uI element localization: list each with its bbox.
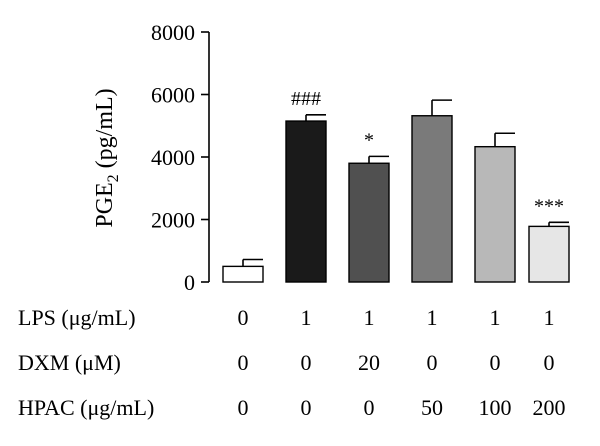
y-tick-label: 4000	[151, 145, 195, 170]
condition-value: 0	[238, 305, 249, 330]
condition-value: 0	[238, 350, 249, 375]
condition-value: 1	[364, 305, 375, 330]
significance-marker: ###	[291, 88, 321, 110]
condition-value: 0	[427, 350, 438, 375]
bar	[348, 162, 390, 283]
y-axis-label: PGE2 (pg/mL)	[92, 88, 122, 227]
condition-value: 1	[490, 305, 501, 330]
y-tick-label: 2000	[151, 208, 195, 233]
condition-value: 200	[533, 395, 566, 420]
bar	[528, 225, 570, 283]
bar	[411, 115, 453, 283]
condition-value: 20	[358, 350, 380, 375]
condition-value: 0	[364, 395, 375, 420]
condition-row-label: DXM (μM)	[18, 350, 121, 375]
condition-value: 0	[238, 395, 249, 420]
bar	[222, 265, 264, 283]
condition-value: 50	[421, 395, 443, 420]
y-axis: 0 2000 4000 6000 8000	[151, 20, 210, 295]
condition-value: 0	[301, 395, 312, 420]
condition-value: 1	[427, 305, 438, 330]
y-tick-label: 0	[184, 270, 195, 295]
condition-value: 0	[544, 350, 555, 375]
condition-value: 100	[479, 395, 512, 420]
condition-value: 0	[301, 350, 312, 375]
condition-value: 1	[544, 305, 555, 330]
bar	[474, 145, 516, 283]
y-tick-label: 6000	[151, 83, 195, 108]
condition-row-label: HPAC (μg/mL)	[18, 395, 154, 420]
significance-marker: *	[364, 129, 374, 151]
y-tick-label: 8000	[151, 20, 195, 45]
condition-row-label: LPS (μg/mL)	[18, 305, 136, 330]
significance-marker: ***	[534, 195, 564, 217]
bar	[285, 120, 327, 283]
significance-markers: ###****	[291, 88, 564, 218]
condition-value: 1	[301, 305, 312, 330]
bars	[222, 99, 570, 283]
condition-value: 0	[490, 350, 501, 375]
